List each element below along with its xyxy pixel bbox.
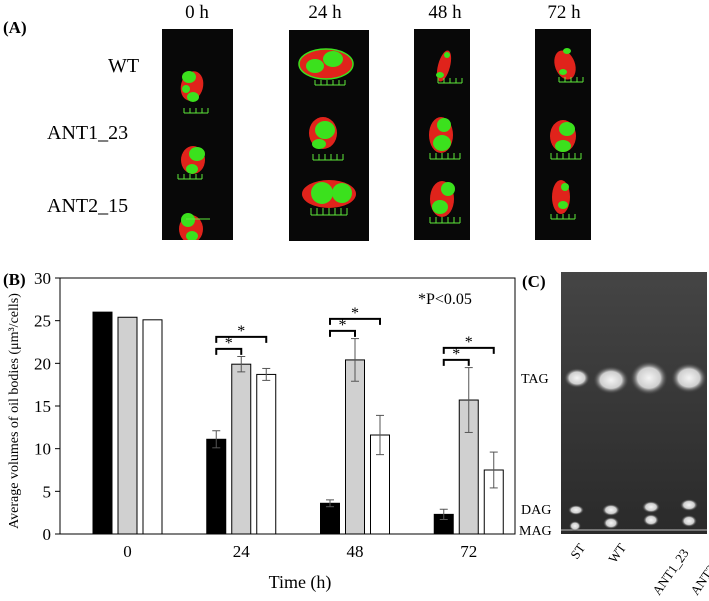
cell-wt-0h	[180, 71, 204, 102]
x-tick-label-72: 72	[460, 542, 477, 561]
panel-a-label: (A)	[3, 18, 27, 37]
y-tick-label-4: 20	[34, 354, 51, 373]
cell-ant1-0h	[181, 146, 205, 174]
tlc-plate-graphic	[561, 272, 707, 534]
x-tick-label-0: 0	[123, 542, 132, 561]
sig-star-long-24: *	[237, 323, 245, 340]
tlc-lane-ant1: ANT1_23	[649, 546, 692, 598]
cell-ant2-72h	[552, 180, 570, 214]
y-axis-label: Average volumes of oil bodies (μm³/cells…	[7, 293, 22, 529]
tlc-plate	[561, 272, 707, 534]
tlc-band-dag: DAG	[521, 503, 552, 518]
strain-label-wt: WT	[108, 55, 140, 77]
cell-ant2-0h	[179, 213, 203, 240]
sig-star-short-24: *	[225, 335, 233, 352]
x-tick-label-24: 24	[233, 542, 251, 561]
strain-label-ant2-15: ANT2_15	[47, 195, 129, 217]
bar-48-s1	[345, 359, 365, 535]
tlc-lane-wt: WT	[605, 541, 629, 566]
y-tick-label-2: 10	[34, 440, 51, 459]
y-tick-label-6: 30	[34, 269, 51, 288]
sig-bracket-long-24	[215, 335, 268, 343]
scale-bars-72h	[550, 77, 584, 220]
sig-bracket-short-72	[442, 358, 470, 366]
bar-0-s2	[142, 319, 163, 535]
sig-bracket-long-48	[329, 317, 381, 325]
bar-0-s1	[117, 316, 138, 535]
cell-wt-72h	[554, 48, 576, 80]
micrograph-strip-72h	[535, 29, 591, 240]
micrograph-72h	[550, 48, 584, 220]
sig-bracket-short-48	[329, 329, 356, 337]
micrograph-strip-0h	[162, 29, 233, 240]
y-tick-label-5: 25	[34, 312, 51, 331]
cell-ant1-48h	[429, 117, 453, 153]
y-tick-label-1: 5	[43, 482, 52, 501]
strain-label-ant1-23: ANT1_23	[47, 122, 129, 144]
bar-0-s0	[92, 311, 113, 535]
scale-bars-24h	[310, 80, 348, 216]
sig-star-long-72: *	[465, 334, 473, 351]
cell-wt-24h	[298, 48, 354, 80]
sig-bracket-long-72	[442, 346, 495, 354]
bar-24-s1	[231, 363, 252, 535]
sig-star-short-48: *	[339, 317, 347, 334]
time-label-24h: 24 h	[308, 2, 342, 23]
time-label-0h: 0 h	[185, 2, 209, 23]
cell-ant2-24h	[302, 180, 356, 208]
time-label-72h: 72 h	[547, 2, 581, 23]
cell-ant1-72h	[550, 120, 576, 152]
micrograph-strip-24h	[289, 30, 369, 241]
micrograph-24h	[298, 48, 356, 216]
tlc-tag-spots	[564, 361, 707, 395]
scale-bars-0h	[177, 108, 210, 220]
panel-b-label: (B)	[3, 270, 26, 289]
micrograph-strip-48h	[414, 29, 470, 240]
micrograph-0h	[177, 71, 210, 240]
sig-star-short-72: *	[452, 346, 460, 363]
cell-ant2-48h	[430, 181, 455, 217]
tlc-lane-labels: ST WT ANT1_23 ANT2_15	[567, 541, 709, 598]
tlc-dag-spots	[568, 499, 698, 516]
micrograph-48h	[429, 50, 463, 224]
bar-24-s2	[256, 373, 277, 535]
tlc-band-tag: TAG	[521, 372, 549, 387]
tlc-lane-st: ST	[567, 541, 588, 562]
bar-24-s0	[206, 438, 227, 535]
scale-bars-48h	[429, 78, 463, 224]
cell-wt-48h	[436, 50, 452, 82]
cell-ant1-24h	[309, 117, 337, 149]
tlc-band-mag: MAG	[519, 524, 552, 539]
bar-48-s0	[320, 502, 340, 535]
panel-c-label: (C)	[522, 272, 546, 291]
x-axis-label: Time (h)	[269, 572, 332, 593]
y-tick-label-3: 15	[34, 397, 51, 416]
sig-star-long-48: *	[351, 305, 359, 322]
sig-bracket-short-24	[215, 347, 243, 355]
time-label-48h: 48 h	[428, 2, 462, 23]
y-tick-label-0: 0	[43, 525, 52, 544]
x-tick-label-48: 48	[347, 542, 364, 561]
tlc-mag-spots	[569, 514, 697, 531]
significance-note: *P<0.05	[418, 291, 472, 308]
